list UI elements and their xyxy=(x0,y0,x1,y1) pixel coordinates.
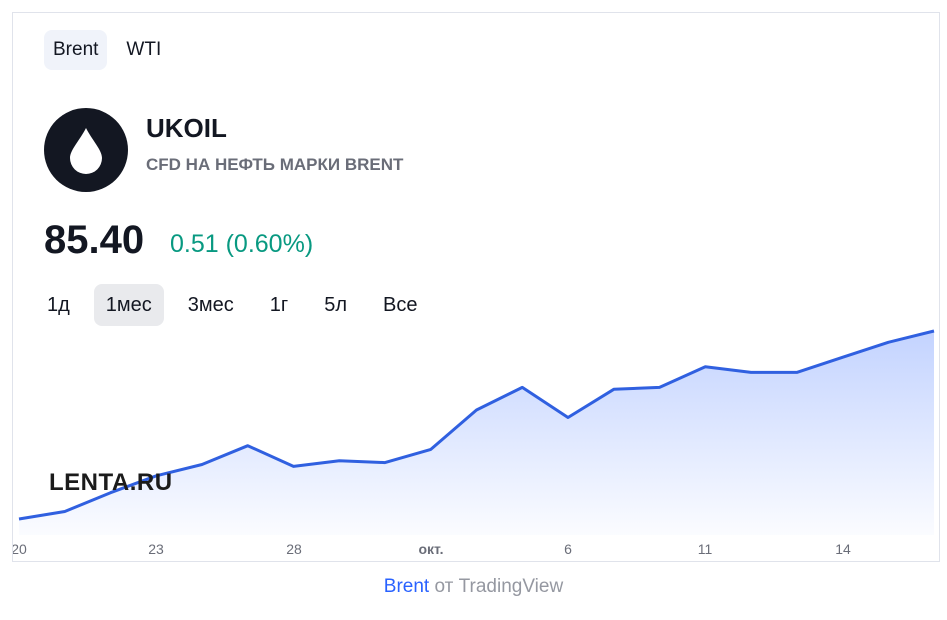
oil-drop-icon xyxy=(44,108,128,192)
range-all[interactable]: Все xyxy=(383,294,418,316)
price-change: 0.51 (0.60%) xyxy=(170,230,314,258)
range-1d[interactable]: 1д xyxy=(47,294,70,316)
x-tick-label: 28 xyxy=(286,541,302,557)
symbol-tabs: Brent WTI xyxy=(44,30,170,70)
attribution: Brent от TradingView xyxy=(0,576,947,598)
instrument-description: CFD НА НЕФТЬ МАРКИ BRENT xyxy=(146,155,404,174)
range-1y[interactable]: 1г xyxy=(269,294,289,316)
lenta-watermark: LENTA.RU xyxy=(49,469,173,496)
chart-area-fill xyxy=(19,331,934,535)
tab-wti[interactable]: WTI xyxy=(126,39,162,60)
price-chart[interactable]: 20 23 28 окт. 6 11 14 xyxy=(13,313,940,561)
range-1m[interactable]: 1мес xyxy=(93,284,164,326)
x-tick-label: 23 xyxy=(148,541,164,557)
x-tick-label: 20 xyxy=(13,541,27,557)
x-tick-label: 11 xyxy=(698,541,713,557)
tab-brent[interactable]: Brent xyxy=(44,30,108,70)
last-price: 85.40 xyxy=(44,218,145,262)
chart-series-line xyxy=(18,329,935,521)
range-5y[interactable]: 5л xyxy=(324,294,348,316)
widget-card: Brent WTI UKOIL CFD НА НЕФТЬ МАРКИ BRENT… xyxy=(12,12,940,562)
instrument-symbol: UKOIL xyxy=(146,113,227,143)
range-selector: 1д 1мес 3мес 1г 5л Все xyxy=(35,284,441,326)
x-tick-label: окт. xyxy=(418,541,443,557)
tradingview-credit[interactable]: от TradingView xyxy=(434,576,564,597)
x-tick-label: 14 xyxy=(835,541,851,557)
x-tick-label: 6 xyxy=(564,541,572,557)
brent-link[interactable]: Brent xyxy=(383,576,430,597)
range-3m[interactable]: 3мес xyxy=(187,294,234,316)
